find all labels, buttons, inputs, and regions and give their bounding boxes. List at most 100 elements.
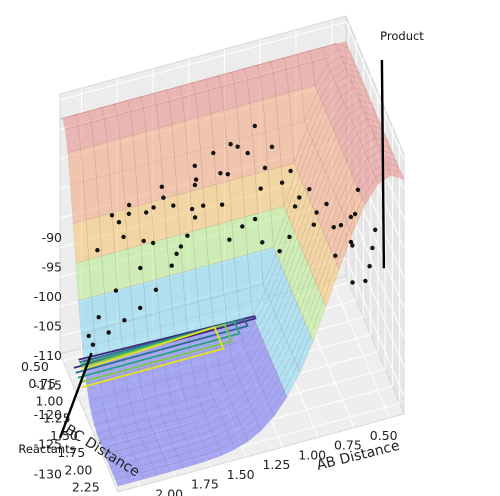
- contour-line: [79, 323, 233, 384]
- data-point: [355, 187, 361, 192]
- data-point: [90, 342, 96, 347]
- data-point: [141, 238, 146, 244]
- data-point: [174, 251, 179, 256]
- data-point: [363, 278, 368, 284]
- data-point: [240, 224, 245, 229]
- data-point: [185, 233, 190, 238]
- data-point: [227, 237, 232, 242]
- data-point: [373, 227, 378, 232]
- data-point: [153, 287, 159, 292]
- data-point: [235, 144, 240, 149]
- data-point: [370, 245, 375, 251]
- data-point: [307, 187, 312, 192]
- surface-cell: [78, 296, 95, 335]
- data-point: [211, 150, 216, 156]
- contour-line: [81, 326, 225, 389]
- annotations: Product Reactants: [18, 29, 424, 456]
- data-point: [279, 180, 285, 185]
- data-point: [96, 315, 101, 320]
- x-tick-label: 1.25: [262, 457, 290, 472]
- surface-cell: [67, 148, 84, 186]
- data-point: [260, 240, 265, 245]
- y-tick-label: 1.25: [43, 411, 71, 426]
- data-point: [333, 253, 338, 258]
- data-point: [122, 318, 127, 323]
- data-point: [121, 234, 126, 240]
- surface-cell: [65, 125, 82, 154]
- data-point: [219, 202, 225, 207]
- y-tick-label: 0.75: [28, 376, 56, 391]
- data-point: [225, 172, 230, 177]
- z-tick-label: -95: [42, 260, 62, 275]
- z-tick-label: -90: [42, 230, 62, 245]
- z-tick-label: -110: [34, 348, 62, 363]
- data-point: [106, 330, 111, 335]
- data-point: [331, 225, 336, 230]
- data-point: [252, 123, 257, 129]
- x-tick-label: 1.75: [191, 477, 219, 492]
- data-point: [192, 182, 198, 188]
- data-point: [201, 203, 206, 208]
- data-point: [311, 222, 316, 227]
- data-point: [348, 214, 354, 220]
- data-point: [252, 216, 258, 222]
- data-point: [350, 243, 355, 248]
- x-tick-label: 1.50: [227, 467, 255, 482]
- data-point: [113, 288, 119, 293]
- data-point: [324, 201, 329, 207]
- grid-line: [345, 228, 405, 367]
- data-point: [109, 213, 115, 218]
- contour-lines: [73, 315, 257, 389]
- z-tick-label: -115: [34, 378, 62, 393]
- data-point: [138, 265, 143, 271]
- z-tick-label: -100: [34, 289, 62, 304]
- data-point: [269, 144, 275, 149]
- z-tick-label: -120: [34, 407, 62, 422]
- surface-cell: [72, 219, 90, 264]
- data-point: [297, 195, 302, 200]
- y-tick-label: 1.75: [57, 445, 85, 460]
- data-point: [245, 150, 250, 156]
- data-point: [178, 244, 184, 249]
- data-point: [116, 220, 122, 225]
- z-tick-label: -130: [34, 466, 62, 481]
- y-tick-label: 2.25: [72, 480, 100, 495]
- data-point: [277, 249, 282, 254]
- data-point: [262, 165, 268, 171]
- data-point: [95, 248, 100, 253]
- y-tick-label: 2.00: [65, 462, 93, 477]
- data-point: [171, 203, 176, 208]
- data-point: [287, 234, 292, 240]
- data-points: [86, 123, 378, 347]
- grid-line: [345, 21, 405, 161]
- z-tick-label: -125: [34, 437, 62, 452]
- x-tick-label: 0.75: [334, 438, 362, 453]
- data-point: [367, 264, 372, 269]
- surface-cell: [115, 476, 132, 487]
- y-tick-label: 0.50: [21, 359, 49, 374]
- annotation-pointer: [380, 59, 386, 269]
- grid-line: [331, 279, 391, 419]
- data-point: [338, 223, 344, 228]
- data-point: [169, 263, 174, 268]
- data-point: [314, 210, 319, 215]
- data-point: [144, 210, 149, 215]
- data-point: [218, 171, 223, 176]
- data-point: [228, 142, 233, 147]
- data-point: [126, 202, 132, 208]
- data-point: [189, 206, 195, 212]
- x-tick-label: 2.00: [155, 486, 183, 496]
- data-point: [138, 305, 143, 311]
- annotation-label: Product: [380, 29, 424, 43]
- data-point: [126, 211, 132, 216]
- data-point: [350, 280, 355, 285]
- grid-line: [59, 21, 347, 101]
- x-tick-label: 1.00: [298, 447, 326, 462]
- tick-labels: -90 -95 -100 -105 -110 -115 -120 -125 -130 0.50 0.…: [21, 230, 398, 496]
- data-point: [150, 240, 156, 246]
- data-point: [86, 333, 91, 339]
- data-point: [258, 186, 263, 191]
- data-point: [159, 184, 164, 189]
- data-point: [193, 177, 199, 182]
